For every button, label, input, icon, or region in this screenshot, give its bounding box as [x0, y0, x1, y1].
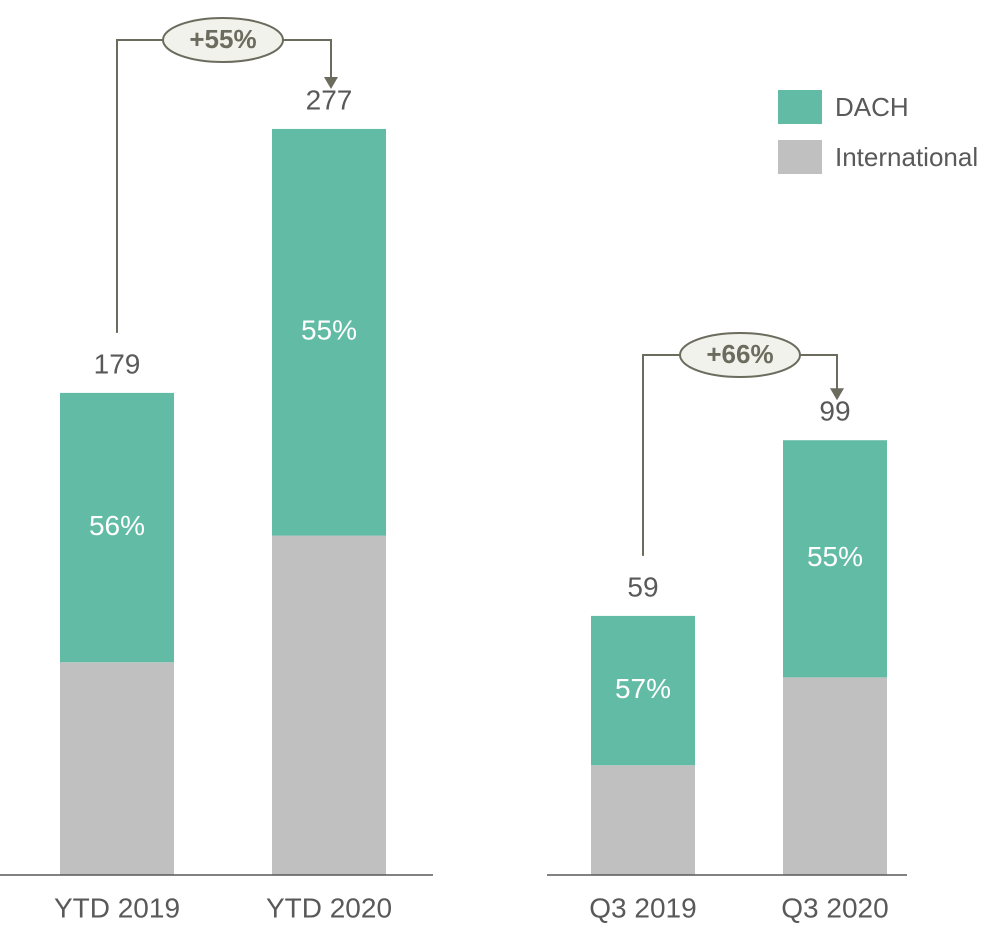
- legend-swatch: [778, 90, 822, 124]
- x-tick-label: Q3 2019: [589, 892, 696, 923]
- bar-segment: [783, 440, 887, 678]
- total-label: 179: [94, 348, 141, 379]
- bar-segment: [272, 128, 386, 536]
- growth-label: +66%: [706, 339, 773, 369]
- bar-segment: [272, 535, 386, 875]
- growth-arrowhead: [324, 76, 338, 89]
- growth-label: +55%: [189, 24, 256, 54]
- x-tick-label: YTD 2019: [54, 892, 180, 923]
- total-label: 59: [627, 571, 658, 602]
- bar-segment: [591, 615, 695, 766]
- growth-bubble: [162, 17, 284, 63]
- bar-segment: [783, 677, 887, 875]
- x-tick-label: Q3 2020: [781, 892, 888, 923]
- legend-label: International: [835, 142, 978, 172]
- bar-segment: [60, 662, 174, 875]
- growth-connector: [642, 354, 838, 556]
- growth-bubble: [679, 332, 801, 378]
- growth-arrowhead: [830, 388, 844, 401]
- bar-segment: [591, 765, 695, 875]
- total-label: 277: [306, 84, 353, 115]
- bar-segment: [60, 392, 174, 663]
- share-label: 55%: [807, 541, 863, 572]
- x-tick-label: YTD 2020: [266, 892, 392, 923]
- legend-swatch: [778, 140, 822, 174]
- share-label: 56%: [89, 510, 145, 541]
- share-label: 55%: [301, 315, 357, 346]
- share-label: 57%: [615, 673, 671, 704]
- legend-label: DACH: [835, 92, 909, 122]
- total-label: 99: [819, 396, 850, 427]
- growth-connector: [116, 39, 332, 333]
